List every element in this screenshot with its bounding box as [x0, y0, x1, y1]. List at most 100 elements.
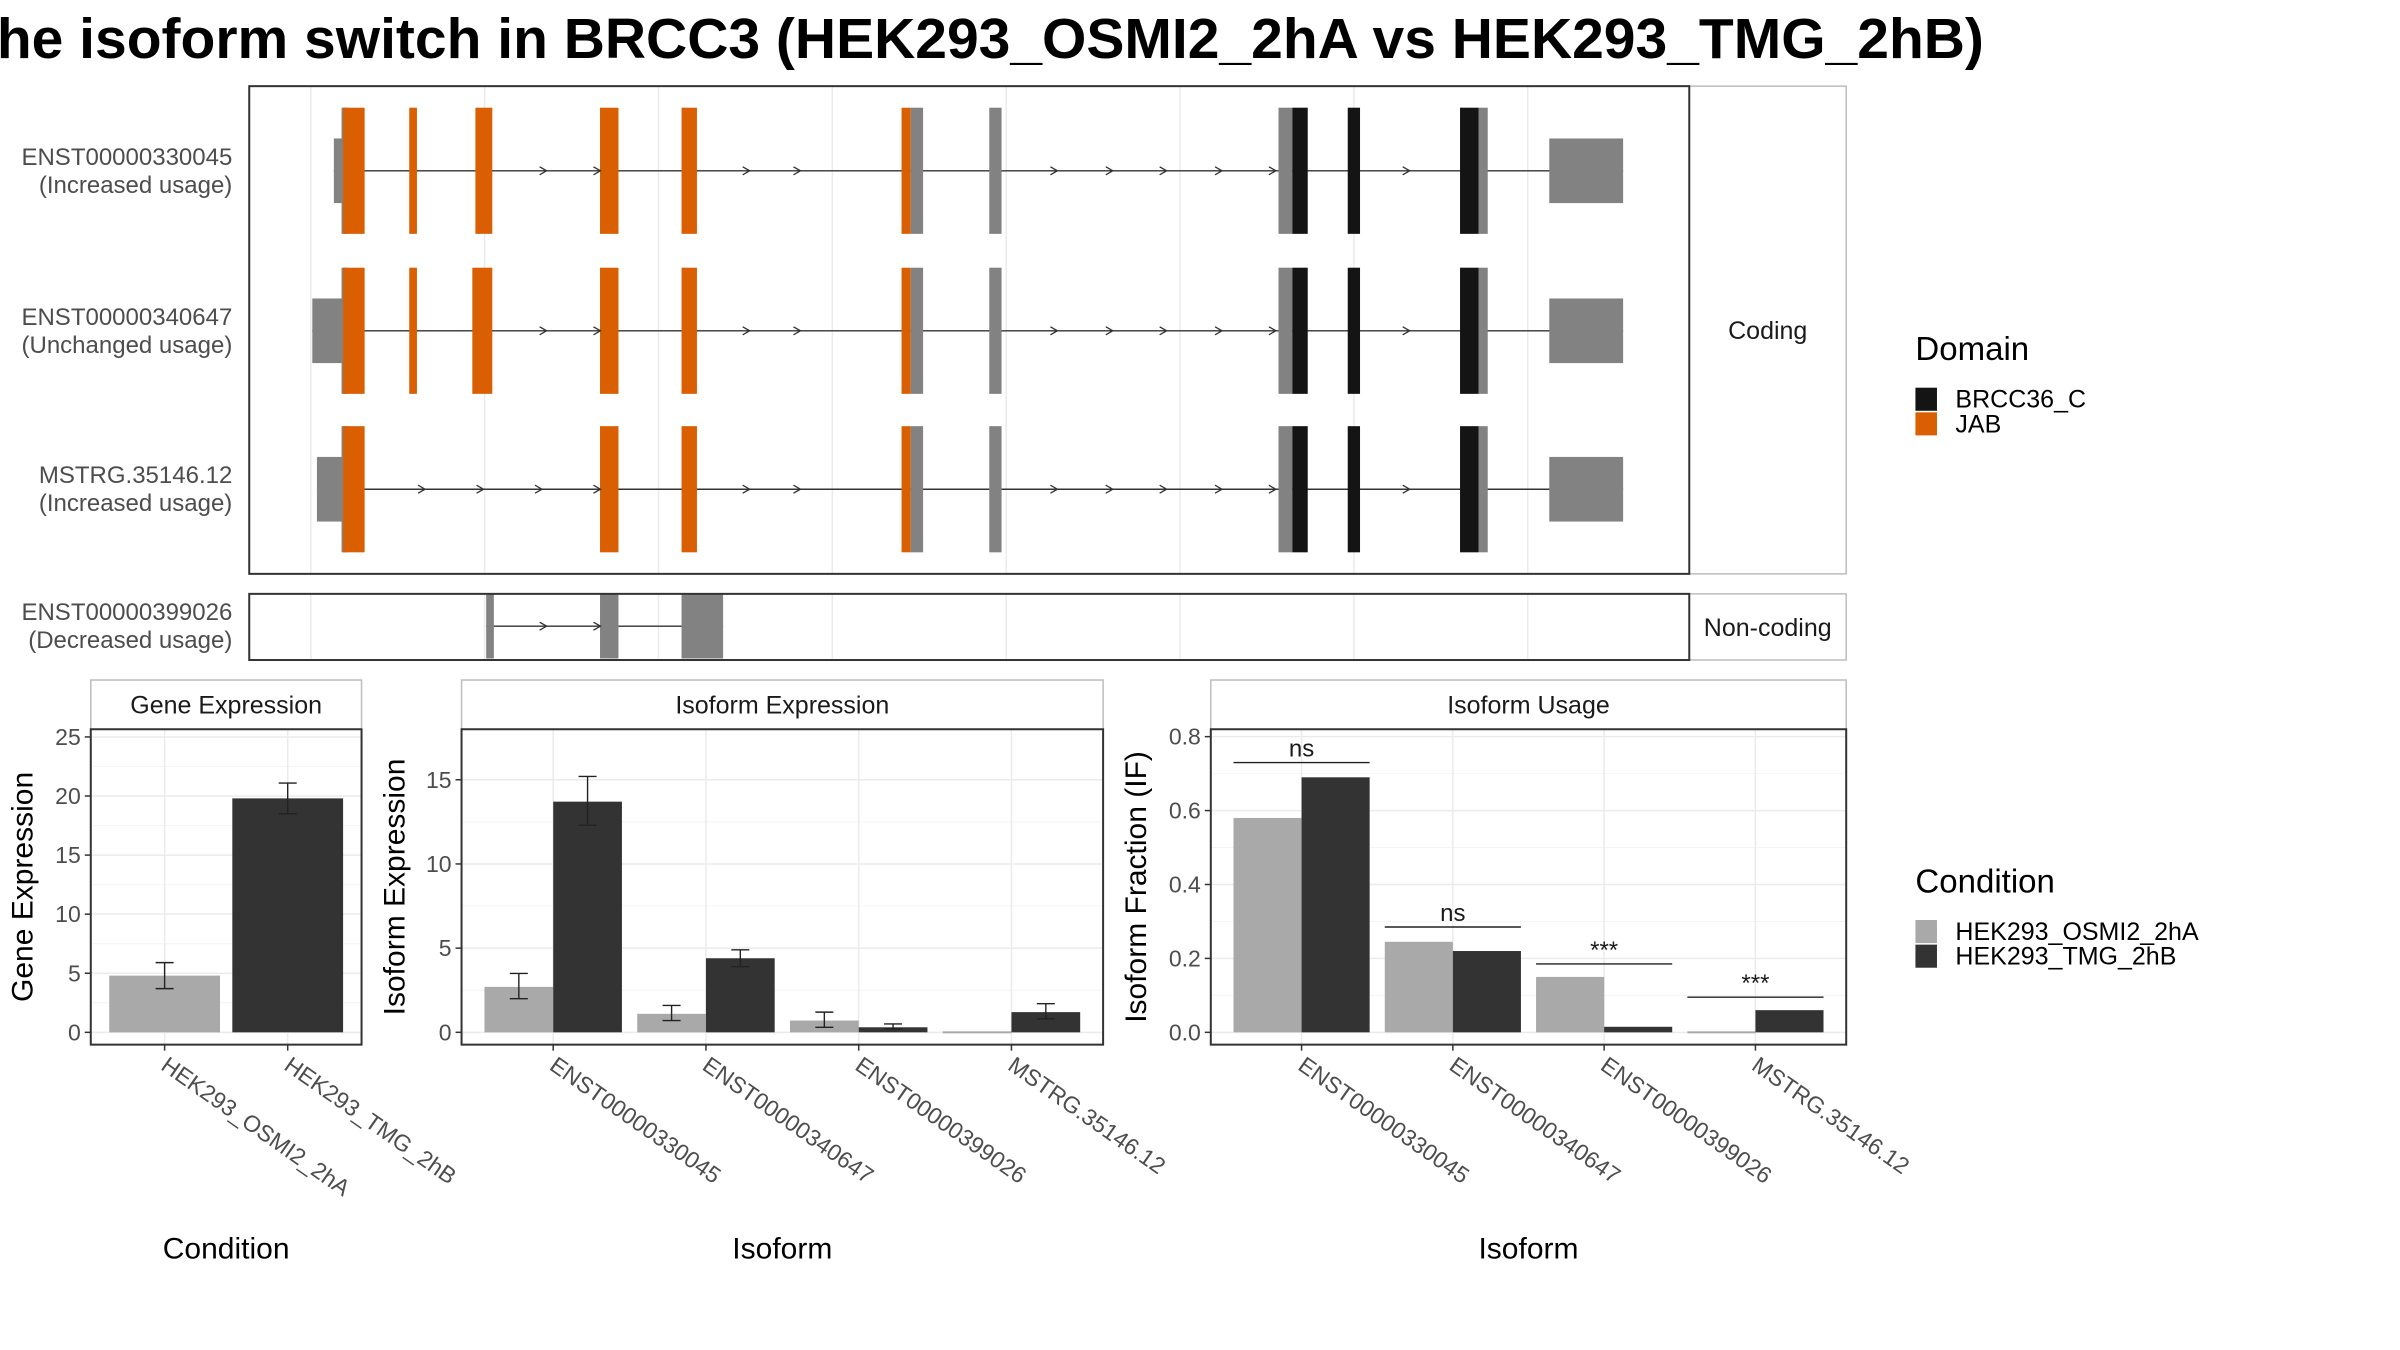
isoform-expression-bar [942, 1031, 1012, 1034]
coding-panel-border [248, 85, 1691, 575]
isoform-expression-y-tick-label: 0 [439, 1019, 452, 1045]
isoform-expression-bar [1011, 1012, 1081, 1033]
coding-exon [910, 107, 924, 234]
strand-arrow [539, 166, 548, 176]
isoform-expression-x-axis-title: Isoform [732, 1232, 832, 1265]
isoform-id-label: ENST00000399026 [21, 599, 232, 626]
jab-domain-exon [600, 107, 619, 234]
significance-label: *** [1741, 970, 1769, 997]
significance-label: *** [1590, 937, 1618, 964]
strand-arrow [1268, 166, 1278, 176]
gene-expression-y-tick-label: 25 [55, 724, 81, 750]
isoform-usage-y-tick-label: 0.6 [1169, 798, 1201, 824]
significance-label: ns [1440, 900, 1465, 927]
brcc36-domain-exon [1347, 426, 1361, 553]
strand-arrow [1214, 166, 1224, 176]
domain-legend-title: Domain [1915, 330, 2029, 367]
isoform-expression-bar [858, 1027, 928, 1033]
noncoding-exon [681, 593, 724, 659]
isoform-expression-bar [705, 958, 775, 1033]
isoform-usage-label: (Unchanged usage) [22, 332, 233, 359]
gene-expression-y-tick-label: 15 [55, 842, 81, 868]
jab-domain-exon [343, 107, 365, 234]
strand-arrow [742, 326, 752, 336]
strand-arrow [476, 484, 485, 494]
jab-domain-exon [343, 267, 365, 394]
strand-arrow [1050, 484, 1059, 494]
strand-arrow [1159, 484, 1168, 494]
gene-expression-y-tick-label: 0 [68, 1019, 81, 1045]
brcc36-domain-exon [1292, 426, 1308, 553]
strand-arrow [742, 484, 752, 494]
isoform-usage-bar [1301, 777, 1370, 1033]
strand-arrow [539, 621, 548, 631]
strand-arrow [534, 484, 544, 494]
coding-exon [989, 426, 1002, 553]
isoform-expression-panel-border [460, 728, 1105, 1046]
isoform-expression-x-tick-label: MSTRG.35146.12 [1004, 1051, 1171, 1179]
strand-arrow [1105, 484, 1115, 494]
jab-domain-exon [901, 267, 911, 394]
jab-domain-exon [681, 267, 697, 394]
jab-domain-exon [343, 426, 365, 553]
isoform-expression-bar [553, 801, 622, 1033]
strand-arrow [1050, 166, 1059, 176]
strand-arrow [1214, 326, 1224, 336]
jab-domain-exon [681, 107, 697, 234]
brcc36-domain-exon [1460, 426, 1479, 553]
isoform-usage-y-tick-label: 0.0 [1169, 1019, 1201, 1045]
coding-exon [1278, 426, 1293, 553]
isoform-expression-y-tick-label: 15 [426, 767, 452, 793]
strand-arrow [417, 484, 427, 494]
jab-domain-exon [472, 267, 493, 394]
isoform-expression-strip-label: Isoform Expression [675, 692, 889, 720]
isoform-usage-bar [1536, 976, 1605, 1033]
isoform-expression-y-tick-label: 5 [439, 935, 452, 961]
strand-arrow [593, 621, 602, 631]
strand-arrow [1402, 484, 1412, 494]
isoform-usage-bar [1755, 1010, 1824, 1033]
isoform-usage-x-axis-title: Isoform [1478, 1232, 1578, 1265]
brcc36-domain-exon [1347, 267, 1361, 394]
isoform-usage-label: (Increased usage) [39, 490, 232, 517]
jab-domain-exon [409, 107, 417, 234]
significance-label: ns [1289, 736, 1314, 763]
domain-legend-label: BRCC36_C [1955, 386, 2086, 414]
isoform-usage-bar [1452, 951, 1521, 1033]
gene-expression-y-tick-label: 5 [68, 960, 81, 986]
brcc36-domain-exon [1292, 267, 1308, 394]
jab-domain-exon [475, 107, 493, 234]
noncoding-exon [486, 593, 494, 659]
strand-arrow [1268, 326, 1278, 336]
domain-legend-label: JAB [1955, 410, 2001, 438]
jab-domain-exon [600, 426, 619, 553]
brcc36-domain-exon [1347, 107, 1361, 234]
noncoding-strip-label: Non-coding [1704, 614, 1832, 642]
coding-exon [989, 267, 1002, 394]
gene-expression-y-tick-label: 20 [55, 783, 81, 809]
condition-legend-title: Condition [1915, 862, 2054, 899]
jab-domain-exon [901, 426, 911, 553]
coding-strip-label: Coding [1728, 317, 1807, 345]
strand-arrow [793, 326, 802, 336]
strand-arrow [793, 166, 802, 176]
strand-arrow [1105, 166, 1115, 176]
noncoding-panel-border [248, 592, 1691, 662]
gene-expression-y-tick-label: 10 [55, 901, 81, 927]
isoform-usage-y-tick-label: 0.4 [1169, 871, 1201, 897]
condition-legend-label: HEK293_OSMI2_2hA [1955, 918, 2199, 946]
isoform-usage-bar [1233, 817, 1302, 1033]
jab-domain-exon [600, 267, 619, 394]
gene-expression-strip-label: Gene Expression [130, 692, 322, 720]
strand-arrow [1402, 326, 1412, 336]
brcc36-domain-exon [1460, 267, 1479, 394]
coding-exon [989, 107, 1002, 234]
brcc36-domain-exon [1292, 107, 1308, 234]
condition-legend-label: HEK293_TMG_2hB [1955, 943, 2176, 971]
utr-exon [333, 138, 344, 204]
utr-exon [1549, 138, 1624, 204]
isoform-usage-bar [1384, 941, 1453, 1033]
isoform-expression-y-axis-title: Isoform Expression [379, 759, 412, 1016]
